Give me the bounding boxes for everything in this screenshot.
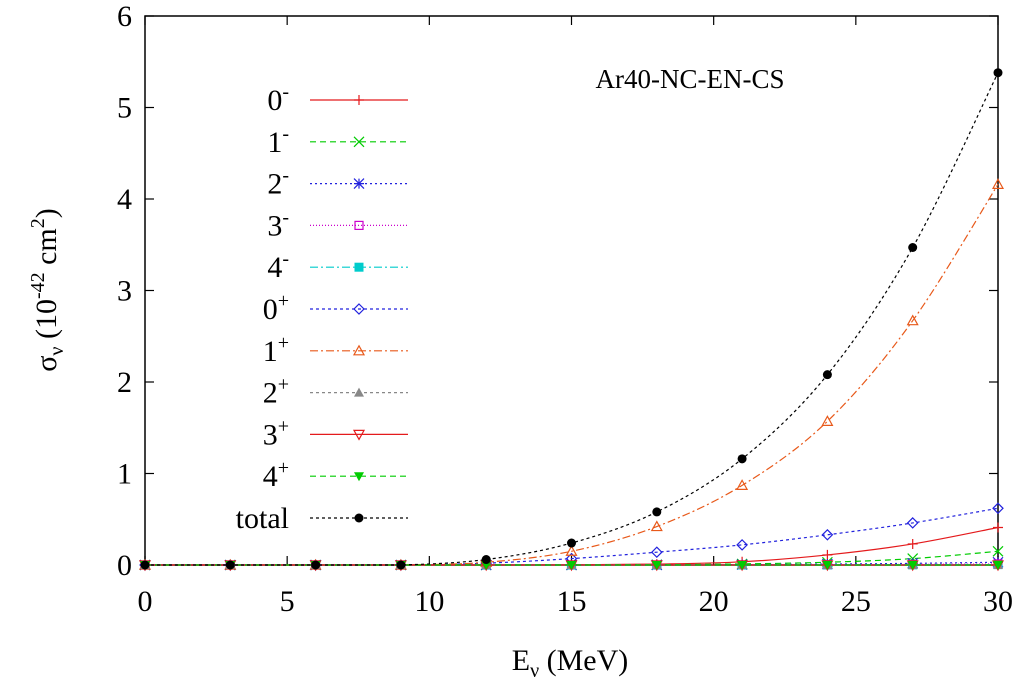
y-tick-label: 4 xyxy=(117,183,132,216)
axis-ticks: 0 5 10 15 20 25 30 0 1 2 3 4 5 6 xyxy=(117,0,1013,618)
y-tick-label: 6 xyxy=(117,0,132,33)
legend-marker xyxy=(352,344,366,356)
legend-label: 3+ xyxy=(263,415,289,451)
legend: 0- 1- 2- 3- 4- 0+ 1+ 2+ 3+ 4+ total xyxy=(236,81,408,535)
legend-item: 2- xyxy=(267,165,408,201)
legend-label: 0+ xyxy=(263,290,289,326)
x-tick-label: 15 xyxy=(557,585,587,618)
legend-marker xyxy=(354,513,364,523)
legend-label: 3- xyxy=(267,206,289,242)
data-point xyxy=(650,520,663,532)
data-point xyxy=(993,522,1003,533)
data-point xyxy=(907,561,918,570)
x-tick-label: 0 xyxy=(138,585,153,618)
data-point xyxy=(566,561,577,570)
legend-label: 2- xyxy=(267,165,289,201)
series-10 xyxy=(140,68,1003,570)
series-line xyxy=(144,184,999,566)
data-point xyxy=(650,546,663,559)
legend-marker xyxy=(353,136,365,148)
legend-marker xyxy=(353,303,365,315)
legend-item: 0- xyxy=(267,81,408,117)
chart-title: Ar40-NC-EN-CS xyxy=(596,64,785,94)
y-axis-label: σν (10-42 cm2) xyxy=(27,208,68,372)
legend-marker xyxy=(354,220,364,230)
legend-item: 2+ xyxy=(263,374,408,410)
legend-label: total xyxy=(236,502,289,535)
legend-label: 4+ xyxy=(263,457,289,493)
data-point xyxy=(822,561,833,570)
data-point xyxy=(567,538,576,548)
x-tick-label: 10 xyxy=(414,585,444,618)
legend-item: 3+ xyxy=(263,415,408,451)
y-tick-label: 1 xyxy=(117,458,132,491)
data-point xyxy=(652,507,662,517)
legend-label: 0- xyxy=(267,81,289,117)
legend-item: total xyxy=(236,502,408,535)
legend-marker xyxy=(354,387,364,397)
x-tick-label: 20 xyxy=(699,585,729,618)
data-point xyxy=(651,561,662,570)
y-tick-label: 3 xyxy=(117,275,132,308)
x-tick-label: 5 xyxy=(280,585,295,618)
x-tick-label: 30 xyxy=(983,585,1013,618)
data-point xyxy=(992,545,1004,557)
y-tick-label: 2 xyxy=(117,366,132,399)
data-point xyxy=(907,538,918,549)
data-point xyxy=(737,561,748,570)
data-point xyxy=(906,517,919,529)
data-point xyxy=(992,502,1004,515)
series-line xyxy=(144,72,999,566)
legend-marker xyxy=(354,262,364,272)
series-group xyxy=(138,68,1005,572)
legend-marker xyxy=(353,178,365,190)
data-point xyxy=(736,539,748,551)
data-point xyxy=(140,560,150,570)
legend-label: 1- xyxy=(267,123,289,159)
x-tick-label: 25 xyxy=(841,585,871,618)
legend-label: 2+ xyxy=(263,374,289,410)
data-point xyxy=(822,549,833,560)
data-point xyxy=(906,314,919,326)
data-point xyxy=(908,242,918,252)
data-point xyxy=(822,370,832,380)
legend-item: 3- xyxy=(267,206,408,242)
data-point xyxy=(481,555,491,565)
y-tick-label: 0 xyxy=(117,549,132,582)
data-point xyxy=(993,68,1003,78)
legend-item: 1- xyxy=(267,123,408,159)
legend-label: 4- xyxy=(267,248,289,284)
x-axis-label: Eν (MeV) xyxy=(512,644,629,682)
data-point xyxy=(225,560,235,570)
data-point xyxy=(396,560,406,570)
legend-item: 1+ xyxy=(263,332,408,368)
legend-item: 0+ xyxy=(263,290,408,326)
data-point xyxy=(737,454,747,464)
data-point xyxy=(821,415,834,426)
legend-item: 4- xyxy=(267,248,408,284)
legend-label: 1+ xyxy=(263,332,289,368)
data-point xyxy=(311,560,321,570)
legend-item: 4+ xyxy=(263,457,408,493)
legend-marker xyxy=(352,429,366,441)
data-point xyxy=(821,528,834,541)
data-point xyxy=(736,479,749,490)
legend-marker xyxy=(354,472,364,482)
y-tick-label: 5 xyxy=(117,92,132,125)
data-point xyxy=(991,178,1005,189)
data-point xyxy=(993,561,1003,570)
data-point xyxy=(565,545,578,556)
legend-marker xyxy=(354,95,364,105)
